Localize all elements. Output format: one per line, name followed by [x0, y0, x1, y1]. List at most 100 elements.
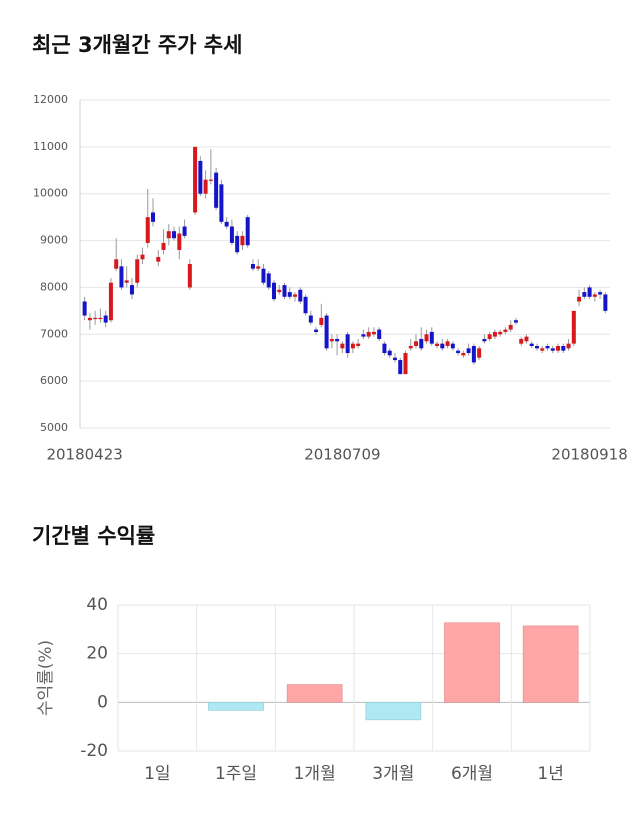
x-tick-label: 20180918 — [551, 446, 627, 464]
candle-body — [229, 226, 234, 243]
candle-body — [550, 348, 555, 351]
y-tick-label: 12000 — [33, 93, 68, 106]
candle-body — [224, 221, 229, 227]
candle-body — [124, 280, 129, 283]
candle-body — [266, 273, 271, 288]
candle-body — [603, 294, 608, 311]
candle-body — [435, 343, 440, 346]
candle-body — [119, 266, 124, 288]
candle-body — [582, 292, 587, 297]
candle-body — [387, 350, 392, 356]
candle-body — [350, 343, 355, 349]
candle-body — [82, 301, 87, 316]
bar — [286, 684, 343, 703]
candle-body — [461, 353, 466, 356]
candle-body — [587, 287, 592, 297]
candle-body — [319, 317, 324, 325]
candle-body — [577, 296, 582, 302]
candle-body — [287, 292, 292, 297]
candle-body — [371, 331, 376, 335]
x-tick-label: 1개월 — [294, 764, 336, 784]
candle-body — [198, 160, 203, 194]
bar — [365, 702, 422, 721]
candle-body — [193, 146, 198, 213]
candle-body — [471, 346, 476, 363]
candle-body — [492, 331, 497, 337]
candle-body — [161, 242, 166, 250]
y-tick-label: 0 — [97, 692, 108, 712]
y-tick-label: 8000 — [40, 280, 68, 293]
y-tick-label: 6000 — [40, 374, 68, 387]
candle-body — [403, 353, 408, 375]
candle-body — [366, 331, 371, 337]
chart-title: 최근 3개월간 주가 추세 — [32, 33, 242, 57]
x-tick-label: 1주일 — [215, 764, 257, 784]
candle-body — [519, 338, 524, 344]
candle-body — [361, 334, 366, 337]
candle-body — [513, 320, 518, 323]
candle-body — [250, 264, 255, 269]
candle-body — [503, 329, 508, 332]
candle-body — [108, 282, 113, 321]
candle-body — [429, 331, 434, 344]
candle-body — [151, 212, 156, 222]
candle-body — [324, 315, 329, 349]
candle-body — [98, 317, 103, 320]
x-tick-label: 20180709 — [304, 446, 380, 464]
candle-body — [440, 343, 445, 349]
candle-body — [177, 233, 182, 250]
candle-body — [93, 317, 98, 320]
candle-body — [477, 348, 482, 358]
candle-body — [140, 254, 145, 260]
y-tick-label: 40 — [86, 595, 108, 615]
x-tick-label: 1년 — [537, 764, 563, 784]
candle-body — [450, 343, 455, 349]
candle-body — [261, 268, 266, 283]
candle-body — [182, 226, 187, 236]
x-tick-label: 6개월 — [451, 764, 493, 784]
candle-body — [203, 179, 208, 194]
candle-body — [456, 350, 461, 354]
y-tick-label: 10000 — [33, 187, 68, 200]
candle-body — [219, 184, 224, 222]
candle-body — [335, 338, 340, 342]
bar — [444, 622, 500, 703]
candle-body — [293, 294, 298, 297]
candle-body — [314, 329, 319, 332]
y-tick-label: 9000 — [40, 234, 68, 247]
chart-title: 기간별 수익률 — [32, 524, 155, 548]
x-tick-label: 20180423 — [46, 446, 122, 464]
candle-body — [103, 315, 108, 323]
candle-body — [571, 310, 576, 344]
candle-body — [271, 282, 276, 300]
candle-body — [298, 289, 303, 302]
candle-body — [329, 338, 334, 342]
candle-body — [482, 338, 487, 342]
candle-body — [129, 285, 134, 295]
candle-body — [145, 217, 150, 243]
x-tick-label: 1일 — [144, 764, 170, 784]
candle-body — [240, 235, 245, 246]
candle-body — [466, 348, 471, 354]
y-tick-label: -20 — [80, 741, 108, 761]
candle-body — [498, 331, 503, 335]
y-tick-label: 11000 — [33, 140, 68, 153]
candle-body — [414, 341, 419, 346]
candle-body — [114, 259, 119, 269]
candle-body — [382, 343, 387, 354]
candle-body — [508, 324, 513, 330]
candle-body — [408, 346, 413, 349]
y-tick-label: 20 — [86, 644, 108, 664]
candle-body — [187, 264, 192, 288]
candle-body — [592, 294, 597, 297]
candle-body — [166, 231, 171, 239]
candle-body — [540, 348, 545, 351]
candle-body — [256, 266, 261, 269]
candle-body — [545, 346, 550, 349]
candle-body — [356, 343, 361, 346]
candle-body — [208, 179, 213, 181]
y-tick-label: 7000 — [40, 327, 68, 340]
candle-body — [214, 172, 219, 208]
candle-body — [598, 292, 603, 295]
